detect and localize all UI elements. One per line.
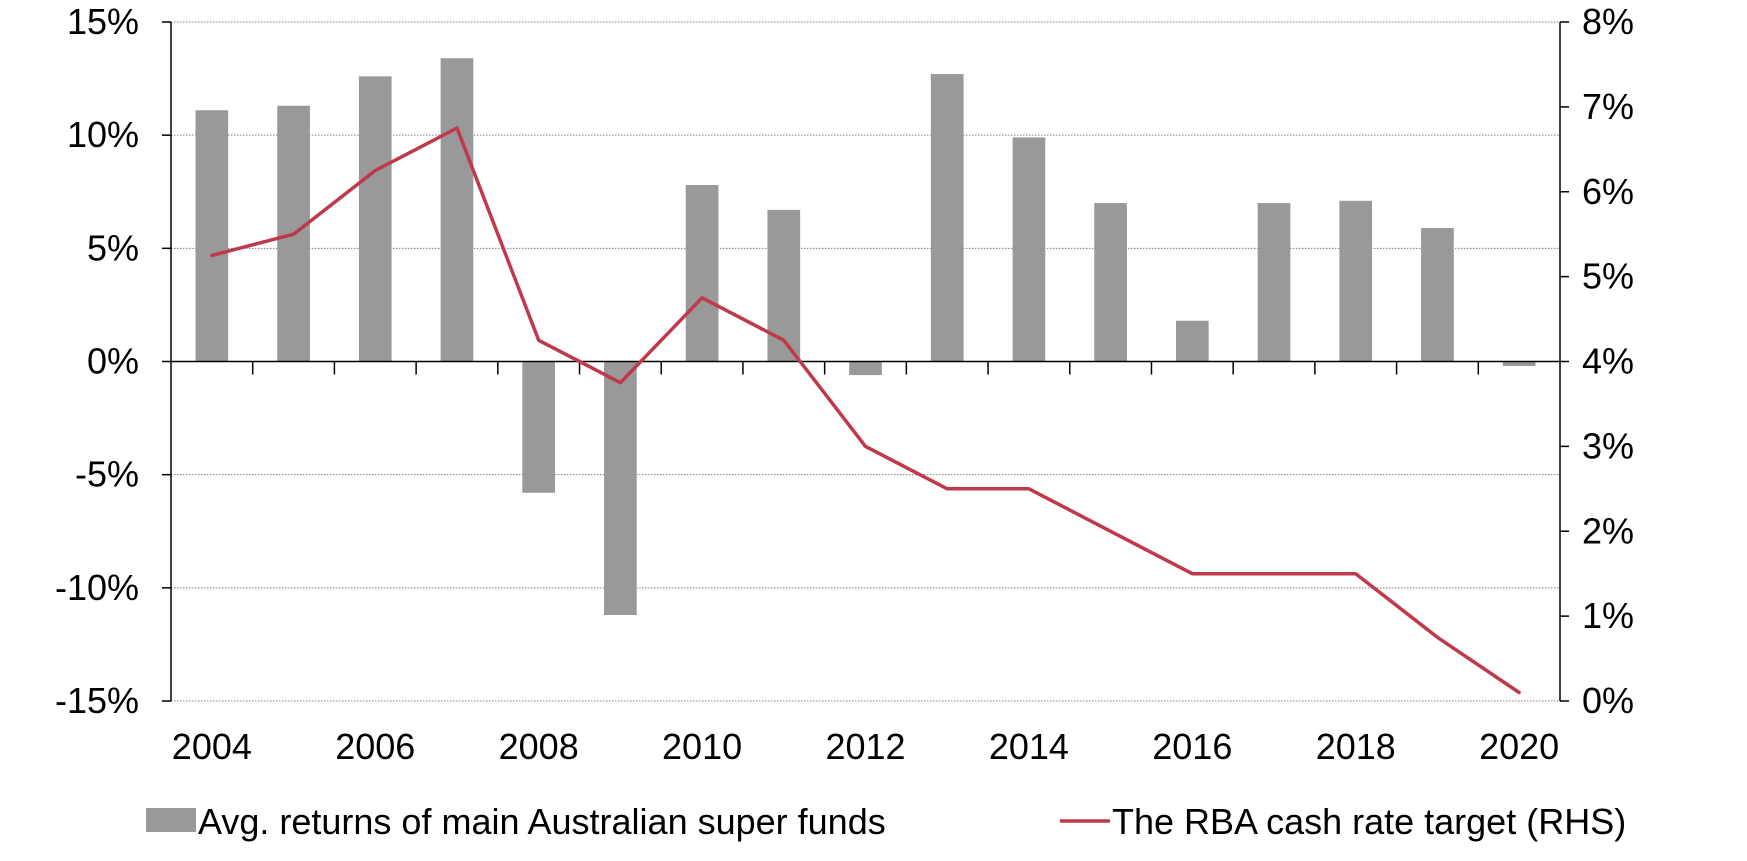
legend: Avg. returns of main Australian super fu… [146,801,1626,842]
left-tick-label: -15% [55,680,139,721]
left-tick-label: 15% [67,1,139,42]
x-tick-label: 2006 [335,726,415,767]
x-tick-label: 2010 [662,726,742,767]
x-tick-label: 2008 [499,726,579,767]
x-tick-label: 2014 [989,726,1069,767]
right-tick-label: 6% [1582,171,1634,212]
bar-2004 [196,110,229,361]
left-tick-label: -5% [75,454,139,495]
bar-series [196,58,1536,615]
legend-bar-swatch [146,808,196,832]
line-series [212,128,1519,693]
bar-2012 [849,362,882,376]
x-tick-label: 2012 [825,726,905,767]
bar-2008 [522,362,555,493]
bar-2007 [441,58,474,361]
left-tick-label: 5% [87,227,139,268]
left-tick-label: 10% [67,114,139,155]
x-tick-label: 2004 [172,726,252,767]
bar-2014 [1013,137,1046,361]
bar-2006 [359,76,392,361]
right-tick-label: 7% [1582,86,1634,127]
right-tick-label: 4% [1582,341,1634,382]
bar-2009 [604,362,637,615]
right-tick-label: 2% [1582,510,1634,551]
bar-2016 [1176,321,1209,362]
x-tick-label: 2018 [1316,726,1396,767]
bar-2013 [931,74,964,361]
bar-2019 [1421,228,1454,362]
left-tick-label: 0% [87,341,139,382]
left-tick-label: -10% [55,567,139,608]
bar-2017 [1258,203,1291,361]
x-tick-label: 2016 [1152,726,1232,767]
legend-line-label: The RBA cash rate target (RHS) [1112,801,1626,842]
bar-2018 [1339,201,1372,362]
right-tick-label: 1% [1582,595,1634,636]
cash-rate-line [212,128,1519,692]
right-tick-label: 5% [1582,256,1634,297]
right-tick-label: 0% [1582,680,1634,721]
legend-bar-label: Avg. returns of main Australian super fu… [198,801,886,842]
bar-2010 [686,185,719,362]
bar-2015 [1094,203,1127,361]
right-tick-label: 3% [1582,425,1634,466]
right-tick-label: 8% [1582,1,1634,42]
x-tick-label: 2020 [1479,726,1559,767]
